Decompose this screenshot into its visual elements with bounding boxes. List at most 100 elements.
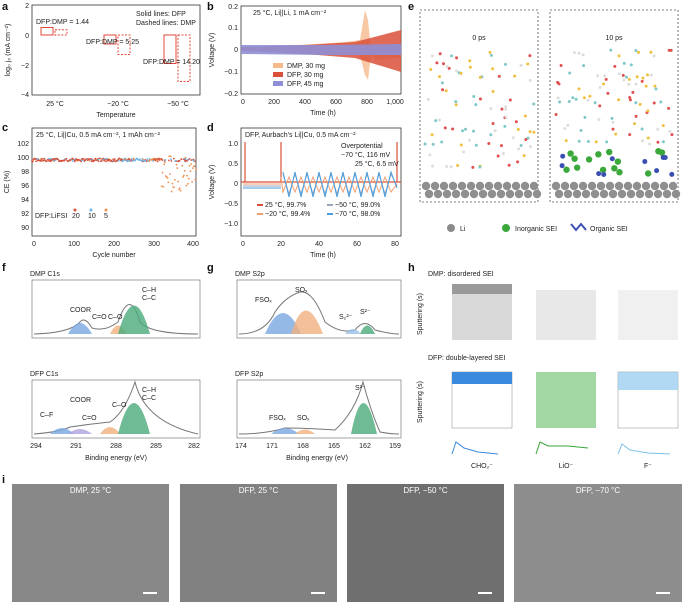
f-top-title: DMP C1s	[30, 271, 60, 278]
d-ylabel: Voltage (V)	[209, 165, 216, 200]
d-annotation: Overpotential	[341, 143, 383, 150]
inorganic-sei-atom	[595, 151, 601, 157]
solvent-atom	[529, 145, 532, 148]
c-legend-item: 10	[88, 213, 96, 220]
g-bottom-s-peak	[351, 403, 377, 434]
solvent-atom	[580, 129, 583, 132]
li-atom	[609, 190, 617, 198]
organic-sei-atom	[663, 155, 668, 160]
solvent-atom	[571, 96, 574, 99]
solvent-atom	[472, 130, 475, 133]
solvent-atom	[500, 144, 503, 147]
h-dmp-cubes	[452, 284, 678, 340]
solvent-atom	[450, 54, 453, 57]
li-atom	[515, 190, 523, 198]
solvent-atom	[637, 51, 640, 54]
g-top-so-peak	[291, 311, 323, 335]
solvent-atom	[582, 53, 585, 56]
panel-b-chart: 25 °C, Li||Li, 1 mA cm⁻² 0.2 0.1 0 −0.1 …	[205, 0, 405, 122]
c-ylabel: CE (%)	[4, 171, 11, 194]
inorganic-sei-atom	[606, 149, 612, 155]
d-ytick: −1.0	[224, 221, 238, 228]
scale-bar	[311, 592, 325, 594]
solvent-atom	[492, 122, 495, 125]
d-xtick: 20	[277, 241, 285, 248]
solvent-atom	[520, 64, 523, 67]
li-atom	[615, 182, 623, 190]
solvent-atom	[460, 144, 463, 147]
solvent-atom	[445, 89, 448, 92]
g-top-s2-peak	[345, 329, 361, 334]
solvent-atom	[471, 166, 474, 169]
solvent-atom	[595, 140, 598, 143]
solvent-atom	[427, 98, 430, 101]
li-atom	[582, 190, 590, 198]
solvent-atom	[650, 74, 653, 77]
f-xtick: 285	[150, 443, 162, 450]
a-bar-dfp	[41, 28, 53, 36]
c-data-point	[189, 158, 191, 160]
e-legend-inorganic: Inorganic SEI	[515, 226, 557, 233]
li-atom	[440, 182, 448, 190]
organic-sei-atom	[654, 168, 659, 173]
li-atom	[533, 190, 541, 198]
h-species-label: F⁻	[644, 463, 652, 470]
solvent-atom	[439, 52, 442, 55]
solvent-atom	[662, 124, 665, 127]
li-atom	[497, 190, 505, 198]
solvent-atom	[622, 74, 625, 77]
li-atom	[422, 182, 430, 190]
solvent-atom	[441, 81, 444, 84]
solvent-atom	[455, 103, 458, 106]
h-axis-label-top: Sputtering (s)	[417, 293, 424, 335]
solvent-atom	[468, 139, 471, 142]
a-annot: DFP:DMP = 1.44	[36, 19, 89, 26]
c-data-point	[32, 161, 34, 163]
solvent-atom	[622, 78, 625, 81]
solvent-atom	[429, 68, 432, 71]
solvent-atom	[500, 108, 503, 111]
solvent-atom	[635, 115, 638, 118]
solvent-atom	[646, 109, 649, 112]
solvent-atom	[492, 90, 495, 93]
solvent-atom	[578, 87, 581, 90]
c-ytick: 90	[21, 225, 29, 232]
solvent-atom	[489, 107, 492, 110]
c-title: 25 °C, Li||Cu, 0.5 mA cm⁻², 1 mAh cm⁻²	[36, 131, 161, 139]
c-data-point	[167, 181, 169, 183]
solvent-atom	[583, 96, 586, 99]
li-atom	[443, 190, 451, 198]
solvent-atom	[460, 72, 463, 75]
g-peak-label: S²⁻	[360, 309, 371, 316]
solvent-atom	[594, 101, 597, 104]
solvent-atom	[524, 138, 527, 141]
g-xlabel: Binding energy (eV)	[286, 455, 348, 462]
li-atom	[467, 182, 475, 190]
solvent-atom	[513, 75, 516, 78]
a-annot: DFP:DMP = 14.20	[143, 59, 200, 66]
d-title: DFP, Aurbach's Li||Cu, 0.5 mA cm⁻²	[245, 132, 356, 139]
solvent-atom	[611, 121, 614, 124]
c-data-point	[172, 183, 174, 185]
c-data-point	[185, 158, 187, 160]
solvent-atom	[563, 127, 566, 130]
solvent-atom	[668, 49, 671, 52]
solvent-atom	[441, 88, 444, 91]
d-ytick: −0.5	[224, 201, 238, 208]
c-data-point	[190, 170, 192, 172]
li-atom	[588, 182, 596, 190]
c-xtick: 400	[187, 241, 199, 248]
g-bottom-title: DFP S2p	[235, 371, 263, 378]
f-peak-label: C–O	[112, 402, 127, 409]
solvent-atom	[472, 95, 475, 98]
solvent-atom	[587, 140, 590, 143]
solvent-atom	[517, 128, 520, 131]
h-bottom-title: DFP: double-layered SEI	[428, 355, 505, 362]
inorganic-sei-atom	[586, 156, 592, 162]
b-xtick: 600	[330, 99, 342, 106]
solvent-atom	[641, 80, 644, 83]
solvent-atom	[497, 154, 500, 157]
solvent-atom	[450, 165, 453, 168]
solvent-atom	[498, 75, 501, 78]
g-xtick: 168	[297, 443, 309, 450]
